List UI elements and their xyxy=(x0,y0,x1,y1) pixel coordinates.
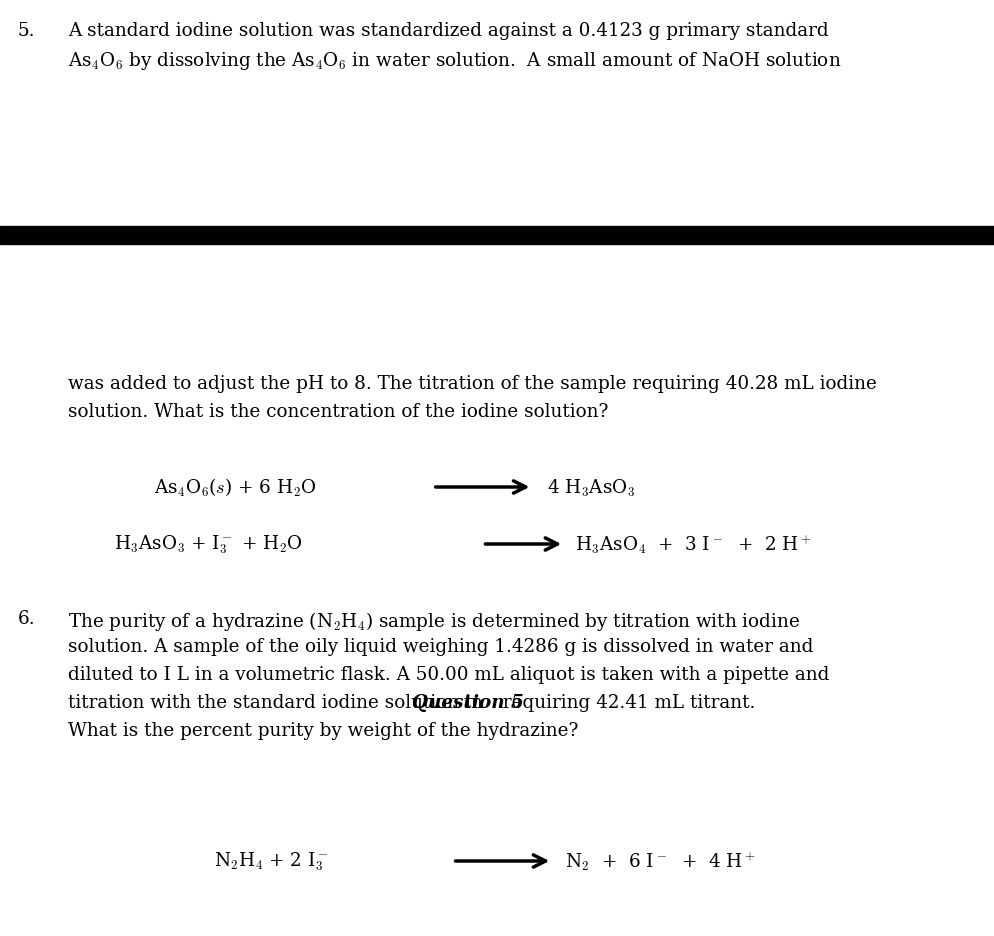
Text: solution. What is the concentration of the iodine solution?: solution. What is the concentration of t… xyxy=(68,402,607,420)
Text: titration with the standard iodine solution in: titration with the standard iodine solut… xyxy=(68,694,488,711)
Text: solution. A sample of the oily liquid weighing 1.4286 g is dissolved in water an: solution. A sample of the oily liquid we… xyxy=(68,637,812,655)
Text: As$_4$O$_6$($s$) + 6 H$_2$O: As$_4$O$_6$($s$) + 6 H$_2$O xyxy=(154,476,316,499)
Text: was added to adjust the pH to 8. The titration of the sample requiring 40.28 mL : was added to adjust the pH to 8. The tit… xyxy=(68,374,876,392)
Text: A standard iodine solution was standardized against a 0.4123 g primary standard: A standard iodine solution was standardi… xyxy=(68,22,827,40)
Text: What is the percent purity by weight of the hydrazine?: What is the percent purity by weight of … xyxy=(68,722,578,739)
Text: 6.: 6. xyxy=(18,609,36,627)
Text: diluted to I L in a volumetric flask. A 50.00 mL aliquot is taken with a pipette: diluted to I L in a volumetric flask. A … xyxy=(68,665,828,683)
Text: Question 5: Question 5 xyxy=(412,694,523,711)
Text: N$_2$  +  6 I$^-$  +  4 H$^+$: N$_2$ + 6 I$^-$ + 4 H$^+$ xyxy=(565,850,755,872)
Bar xyxy=(0,227,994,244)
Text: N$_2$H$_4$ + 2 I$_3^-$: N$_2$H$_4$ + 2 I$_3^-$ xyxy=(214,850,328,872)
Text: 5.: 5. xyxy=(18,22,36,40)
Text: H$_3$AsO$_4$  +  3 I$^-$  +  2 H$^+$: H$_3$AsO$_4$ + 3 I$^-$ + 2 H$^+$ xyxy=(575,534,811,555)
Text: 4 H$_3$AsO$_3$: 4 H$_3$AsO$_3$ xyxy=(547,477,635,498)
Text: As$_4$O$_6$ by dissolving the As$_4$O$_6$ in water solution.  A small amount of : As$_4$O$_6$ by dissolving the As$_4$O$_6… xyxy=(68,50,840,72)
Text: requiring 42.41 mL titrant.: requiring 42.41 mL titrant. xyxy=(496,694,754,711)
Text: The purity of a hydrazine (N$_2$H$_4$) sample is determined by titration with io: The purity of a hydrazine (N$_2$H$_4$) s… xyxy=(68,609,799,633)
Text: H$_3$AsO$_3$ + I$_3^-$ + H$_2$O: H$_3$AsO$_3$ + I$_3^-$ + H$_2$O xyxy=(114,534,303,556)
